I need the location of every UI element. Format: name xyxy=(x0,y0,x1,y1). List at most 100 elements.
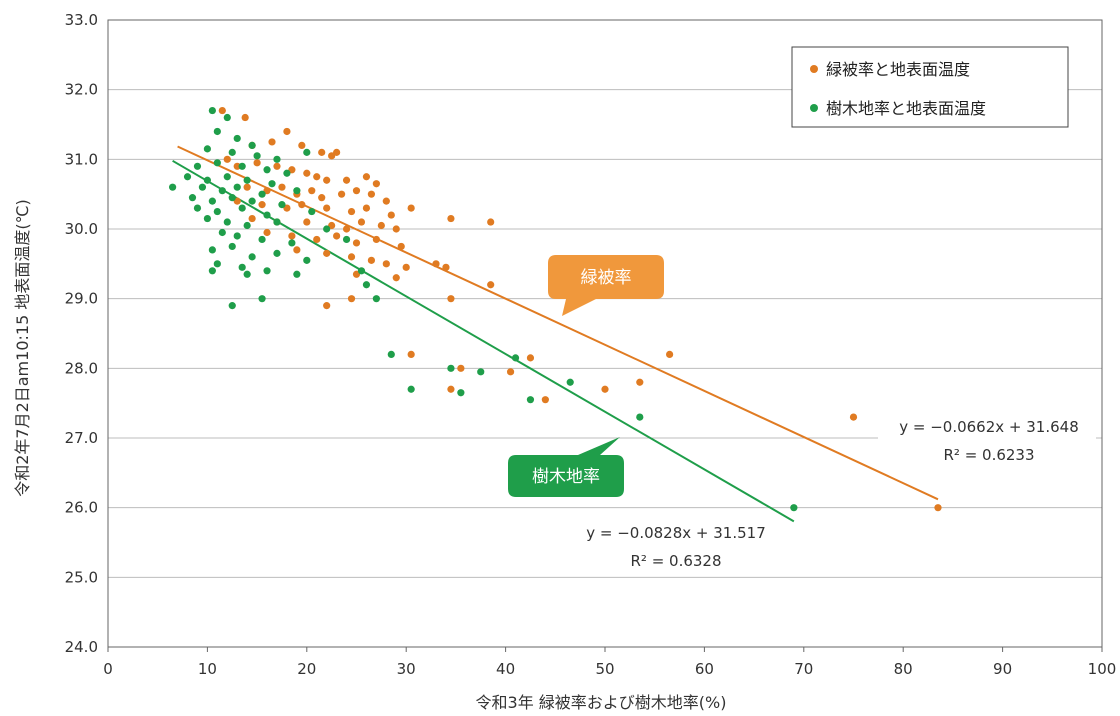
y-tick-label: 31.0 xyxy=(65,150,98,168)
callout-green-cover-label: 緑被率 xyxy=(581,268,632,288)
data-point-green_cover xyxy=(636,378,644,386)
data-points xyxy=(169,106,942,512)
callout-green-cover-bubble xyxy=(548,255,664,316)
data-point-tree_cover xyxy=(283,169,291,177)
data-point-tree_cover xyxy=(258,190,266,198)
data-point-green_cover xyxy=(288,232,296,240)
data-point-green_cover xyxy=(243,183,251,191)
data-point-green_cover xyxy=(323,176,331,184)
data-point-tree_cover xyxy=(323,225,331,233)
data-point-green_cover xyxy=(397,242,405,251)
data-point-tree_cover xyxy=(188,194,197,202)
y-tick-label: 29.0 xyxy=(65,290,98,308)
y-tick-label: 33.0 xyxy=(65,11,98,29)
data-point-green_cover xyxy=(447,214,455,223)
r2-tree-cover: R² = 0.6328 xyxy=(630,552,721,570)
data-point-tree_cover xyxy=(208,246,216,254)
data-point-green_cover xyxy=(241,113,249,122)
data-point-tree_cover xyxy=(308,207,316,216)
callout-tree-cover: 樹木地率 xyxy=(508,437,624,497)
data-point-green_cover xyxy=(849,413,858,421)
data-point-green_cover xyxy=(362,204,371,212)
y-axis-label: 令和2年7月2日am10:15 地表面温度(℃) xyxy=(13,199,32,497)
data-point-green_cover xyxy=(223,155,231,163)
data-point-tree_cover xyxy=(228,242,236,251)
data-point-green_cover xyxy=(372,235,380,244)
data-point-tree_cover xyxy=(342,235,351,244)
data-point-tree_cover xyxy=(223,173,231,181)
data-point-tree_cover xyxy=(208,267,216,275)
data-point-tree_cover xyxy=(263,166,271,174)
data-point-tree_cover xyxy=(273,249,281,257)
data-point-green_cover xyxy=(367,190,376,198)
data-point-tree_cover xyxy=(790,504,798,512)
callout-green-cover: 緑被率 xyxy=(548,255,664,316)
x-axis-label: 令和3年 緑被率および樹木地率(%) xyxy=(476,693,727,712)
data-point-green_cover xyxy=(342,176,351,184)
data-point-green_cover xyxy=(323,249,331,257)
data-point-tree_cover xyxy=(243,270,251,278)
data-point-tree_cover xyxy=(511,354,520,362)
data-point-green_cover xyxy=(447,385,455,393)
data-point-green_cover xyxy=(313,173,321,181)
data-point-tree_cover xyxy=(208,106,216,115)
r2-green-cover: R² = 0.6233 xyxy=(943,446,1034,464)
data-point-tree_cover xyxy=(228,148,236,156)
x-tick-label: 80 xyxy=(894,660,913,678)
data-point-green_cover xyxy=(318,194,326,202)
data-point-green_cover xyxy=(387,211,395,219)
data-point-green_cover xyxy=(357,218,366,226)
data-point-green_cover xyxy=(382,197,390,205)
x-tick-label: 60 xyxy=(695,660,714,678)
data-point-green_cover xyxy=(308,187,316,195)
data-point-tree_cover xyxy=(203,214,211,223)
data-point-tree_cover xyxy=(258,295,266,303)
data-point-tree_cover xyxy=(263,211,271,219)
y-tick-labels: 24.0 25.0 26.0 27.0 28.0 29.0 30.0 31.0 32.0 33.0 xyxy=(65,11,98,656)
data-point-tree_cover xyxy=(447,364,455,372)
data-point-tree_cover xyxy=(278,201,286,209)
x-tick-label: 100 xyxy=(1088,660,1117,678)
data-point-tree_cover xyxy=(218,187,226,195)
data-point-green_cover xyxy=(541,396,549,404)
data-point-tree_cover xyxy=(203,145,211,153)
data-point-tree_cover xyxy=(362,281,371,289)
data-point-tree_cover xyxy=(233,134,241,143)
equation-green-cover-bg xyxy=(878,412,1096,470)
data-point-tree_cover xyxy=(387,350,395,358)
data-point-green_cover xyxy=(218,106,226,115)
data-point-green_cover xyxy=(392,225,400,233)
data-point-tree_cover xyxy=(288,239,296,247)
data-point-tree_cover xyxy=(248,253,256,261)
data-point-green_cover xyxy=(253,159,261,167)
data-point-tree_cover xyxy=(303,148,311,156)
x-tick-label: 10 xyxy=(198,660,217,678)
data-point-tree_cover xyxy=(566,378,574,386)
data-point-green_cover xyxy=(526,354,535,362)
x-tick-label: 40 xyxy=(496,660,515,678)
data-point-green_cover xyxy=(278,183,286,191)
data-point-green_cover xyxy=(298,141,306,149)
data-point-green_cover xyxy=(333,148,341,156)
callout-tree-cover-bubble xyxy=(508,437,624,497)
data-point-green_cover xyxy=(377,221,385,230)
data-point-tree_cover xyxy=(198,183,207,191)
data-point-green_cover xyxy=(372,180,380,188)
data-point-green_cover xyxy=(303,169,311,177)
legend-marker-tree-cover xyxy=(810,104,818,112)
data-point-green_cover xyxy=(402,263,410,271)
data-point-tree_cover xyxy=(636,413,644,421)
data-point-tree_cover xyxy=(213,159,221,167)
y-tick-label: 25.0 xyxy=(65,568,98,586)
data-point-green_cover xyxy=(313,235,321,244)
data-point-tree_cover xyxy=(228,302,236,310)
data-point-tree_cover xyxy=(263,267,271,275)
data-point-green_cover xyxy=(333,232,341,240)
data-point-tree_cover xyxy=(457,389,465,397)
data-point-tree_cover xyxy=(193,204,202,212)
data-point-tree_cover xyxy=(243,221,251,230)
x-tick-label: 90 xyxy=(993,660,1012,678)
y-tick-label: 24.0 xyxy=(65,638,98,656)
data-point-green_cover xyxy=(268,138,276,146)
data-point-green_cover xyxy=(273,162,281,170)
